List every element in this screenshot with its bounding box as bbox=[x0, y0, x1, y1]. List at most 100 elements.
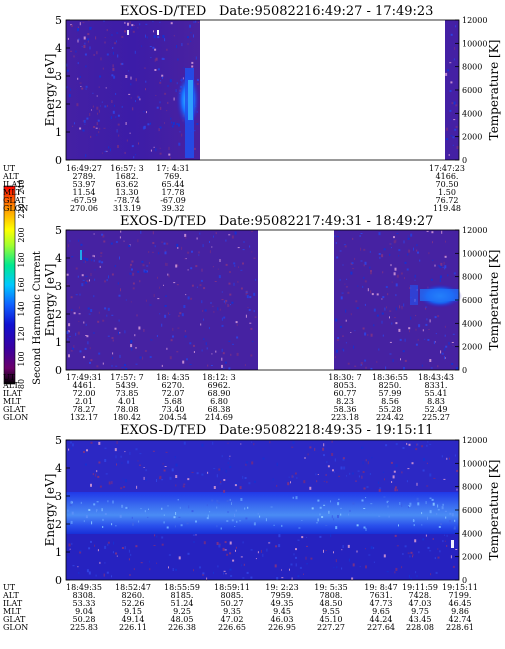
heatmap-speckle bbox=[139, 464, 141, 466]
ephemeris-value: 16:57: 3 bbox=[110, 164, 143, 173]
heatmap-speckle bbox=[225, 469, 227, 473]
heatmap-speckle bbox=[391, 481, 393, 483]
heatmap-speckle bbox=[370, 546, 373, 550]
heatmap-speckle bbox=[454, 46, 456, 50]
heatmap-speckle bbox=[78, 306, 80, 309]
heatmap-speckle bbox=[84, 347, 87, 350]
right-tick-label: 10000 bbox=[462, 39, 487, 48]
right-tick-label: 8000 bbox=[462, 63, 482, 72]
heatmap-speckle bbox=[389, 253, 391, 256]
ephemeris-value: 132.17 bbox=[70, 413, 98, 422]
heatmap-speckle bbox=[437, 556, 440, 559]
heatmap-speckle bbox=[154, 534, 156, 537]
heatmap-speckle bbox=[393, 272, 396, 276]
ephemeris-value: 57.99 bbox=[379, 389, 402, 398]
heatmap-speckle bbox=[323, 454, 325, 457]
heatmap-speckle bbox=[376, 360, 378, 363]
heatmap-speckle bbox=[203, 338, 205, 341]
heatmap-speckle bbox=[207, 471, 209, 474]
heatmap-speckle bbox=[132, 30, 135, 33]
heatmap-speckle bbox=[92, 332, 95, 334]
heatmap-speckle bbox=[88, 40, 89, 43]
row-label: GLAT bbox=[3, 196, 26, 205]
heatmap-speckle bbox=[393, 317, 396, 319]
heatmap-speckle bbox=[240, 443, 242, 445]
heatmap-speckle bbox=[159, 101, 161, 104]
heatmap-speckle bbox=[102, 67, 104, 70]
heatmap-speckle bbox=[364, 548, 366, 550]
heatmap-spot bbox=[157, 30, 159, 35]
heatmap-speckle bbox=[145, 469, 147, 472]
heatmap-speckle bbox=[101, 508, 103, 512]
heatmap-speckle bbox=[449, 119, 451, 121]
heatmap-speckle bbox=[67, 37, 69, 40]
ephemeris-value: 227.27 bbox=[317, 623, 345, 632]
ephemeris-value: 4.01 bbox=[118, 397, 136, 406]
heatmap-speckle bbox=[244, 479, 245, 481]
heatmap-speckle bbox=[90, 27, 93, 29]
heatmap-speckle bbox=[410, 233, 413, 237]
heatmap-speckle bbox=[212, 305, 214, 307]
ephemeris-value: 47.73 bbox=[370, 599, 393, 608]
heatmap-speckle bbox=[88, 547, 91, 550]
heatmap-speckle bbox=[364, 359, 367, 362]
heatmap-speckle bbox=[164, 249, 166, 252]
heatmap-speckle bbox=[408, 574, 410, 578]
heatmap-speckle bbox=[71, 309, 73, 311]
heatmap-speckle bbox=[227, 462, 229, 464]
heatmap-speckle bbox=[111, 100, 113, 103]
heatmap-speckle bbox=[166, 347, 168, 350]
ephemeris-value: 6962. bbox=[208, 381, 231, 390]
heatmap-spot bbox=[451, 540, 454, 548]
heatmap-speckle bbox=[347, 362, 350, 365]
heatmap-speckle bbox=[331, 440, 333, 443]
ephemeris-value: 226.65 bbox=[218, 623, 246, 632]
heatmap-speckle bbox=[129, 272, 132, 275]
heatmap-speckle bbox=[361, 499, 364, 502]
heatmap-speckle bbox=[72, 443, 74, 447]
ephemeris-value: 50.27 bbox=[221, 599, 244, 608]
heatmap-speckle bbox=[404, 277, 405, 280]
heatmap-speckle bbox=[407, 468, 410, 470]
heatmap-speckle bbox=[243, 563, 245, 566]
heatmap-speckle bbox=[446, 457, 448, 460]
heatmap-speckle bbox=[82, 22, 85, 24]
heatmap-speckle bbox=[365, 527, 367, 531]
heatmap-speckle bbox=[189, 24, 191, 28]
heatmap-speckle bbox=[398, 524, 399, 527]
heatmap-speckle bbox=[226, 553, 229, 556]
heatmap-speckle bbox=[221, 357, 223, 361]
right-tick-label: 12000 bbox=[462, 16, 487, 25]
heatmap-speckle bbox=[206, 347, 208, 350]
heatmap-speckle bbox=[155, 57, 158, 61]
colorbar-tick-label: 220 bbox=[17, 203, 26, 218]
heatmap-speckle bbox=[227, 442, 229, 444]
heatmap-speckle bbox=[193, 351, 195, 353]
heatmap-speckle bbox=[362, 471, 365, 473]
heatmap-speckle bbox=[223, 489, 226, 493]
heatmap-speckle bbox=[373, 547, 375, 549]
heatmap-speckle bbox=[86, 258, 89, 262]
ephemeris-value: 8.83 bbox=[427, 397, 445, 406]
heatmap-speckle bbox=[233, 262, 236, 265]
heatmap-speckle bbox=[332, 469, 334, 472]
heatmap-speckle bbox=[176, 45, 178, 48]
heatmap-speckle bbox=[79, 22, 81, 26]
heatmap-speckle bbox=[241, 564, 243, 567]
heatmap-speckle bbox=[193, 541, 195, 543]
heatmap-speckle bbox=[138, 326, 141, 330]
heatmap-speckle bbox=[138, 142, 139, 145]
heatmap-speckle bbox=[115, 552, 118, 555]
heatmap-speckle bbox=[124, 21, 126, 24]
heatmap-speckle bbox=[84, 123, 86, 125]
heatmap-noise bbox=[445, 25, 459, 156]
heatmap-speckle bbox=[78, 320, 80, 322]
heatmap-speckle bbox=[68, 336, 71, 337]
heatmap-speckle bbox=[443, 478, 446, 480]
heatmap-speckle bbox=[150, 57, 152, 58]
heatmap-speckle bbox=[172, 122, 175, 125]
heatmap-speckle bbox=[196, 472, 199, 475]
